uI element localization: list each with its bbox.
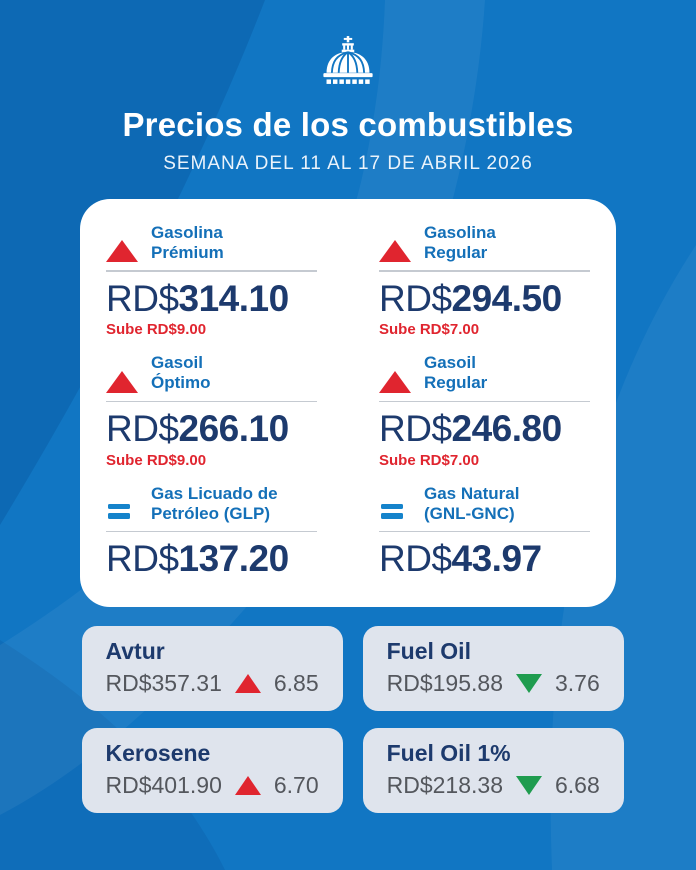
divider [106,530,317,533]
divider [379,400,590,403]
fuel-name: Gasoil Óptimo [151,353,211,393]
secondary-change: 6.70 [273,772,319,799]
secondary-name: Fuel Oil [386,638,471,665]
page-subtitle: SEMANA DEL 11 AL 17 DE ABRIL 2026 [163,153,533,174]
page-title: Precios de los combustibles [122,106,574,143]
triangle-up-icon [234,776,261,796]
fuel-change: Sube RD$7.00 [379,321,480,339]
fuel-card-gas-natural: Gas Natural (GNL-GNC) RD$43.97 [379,484,590,579]
fuel-card-gasoil-regular: Gasoil Regular RD$246.80 Sube RD$7.00 [379,353,590,469]
national-palace-dome-icon [323,36,373,84]
secondary-card-fuel-oil: Fuel Oil RD$195.88 3.76 [362,626,624,712]
fuel-card-gasolina-premium: Gasolina Prémium RD$314.10 Sube RD$9.00 [106,223,317,339]
fuel-price: RD$246.80 [379,408,562,450]
secondary-card-avtur: Avtur RD$357.31 6.85 [81,626,343,712]
secondary-card-kerosene: Kerosene RD$401.90 6.70 [81,728,343,814]
secondary-name: Avtur [105,638,165,665]
fuel-name: Gasolina Prémium [151,223,224,263]
triangle-up-icon [379,239,412,263]
fuel-price: RD$294.50 [379,277,562,319]
fuel-name: Gas Licuado de Petróleo (GLP) [151,483,278,523]
fuel-name: Gasolina Regular [424,223,496,263]
fuel-card-glp: Gas Licuado de Petróleo (GLP) RD$137.20 [106,484,317,579]
secondary-name: Kerosene [105,740,211,767]
header: Precios de los combustibles SEMANA DEL 1… [0,0,696,175]
fuel-price: RD$266.10 [106,408,289,450]
equals-icon [379,503,412,519]
fuel-change: Sube RD$7.00 [379,451,480,469]
triangle-down-icon [515,776,542,796]
fuel-name: Gas Natural (GNL-GNC) [424,483,520,523]
fuel-price: RD$314.10 [106,277,289,319]
fuel-card-gasolina-regular: Gasolina Regular RD$294.50 Sube RD$7.00 [379,223,590,339]
main-price-card: Gasolina Prémium RD$314.10 Sube RD$9.00 … [80,199,616,608]
divider [106,270,317,272]
secondary-price: RD$218.38 [386,772,503,799]
secondary-price: RD$401.90 [105,772,222,799]
fuel-change: Sube RD$9.00 [106,321,207,339]
equals-icon [106,503,139,519]
triangle-up-icon [106,239,139,263]
secondary-prices-grid: Avtur RD$357.31 6.85 Fuel Oil RD$195.88 … [81,626,624,814]
fuel-price: RD$137.20 [106,538,289,580]
secondary-change: 6.68 [554,772,600,799]
fuel-name: Gasoil Regular [424,353,488,393]
secondary-price: RD$357.31 [105,670,222,697]
fuel-change: Sube RD$9.00 [106,451,207,469]
fuel-card-gasoil-optimo: Gasoil Óptimo RD$266.10 Sube RD$9.00 [106,353,317,469]
divider [379,270,590,272]
fuel-price: RD$43.97 [379,538,542,580]
secondary-name: Fuel Oil 1% [386,740,511,767]
triangle-up-icon [234,674,261,694]
secondary-card-fuel-oil-1pct: Fuel Oil 1% RD$218.38 6.68 [362,728,624,814]
triangle-up-icon [379,370,412,394]
divider [106,400,317,403]
secondary-change: 6.85 [273,670,319,697]
secondary-price: RD$195.88 [386,670,503,697]
divider [379,530,590,533]
triangle-down-icon [515,674,542,694]
triangle-up-icon [106,370,139,394]
secondary-change: 3.76 [554,670,600,697]
